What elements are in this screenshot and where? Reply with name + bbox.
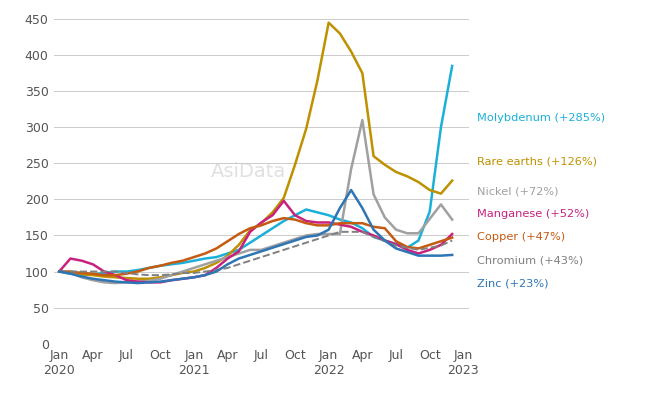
Text: Molybdenum (+285%): Molybdenum (+285%) [477, 113, 606, 123]
Text: Chromium (+43%): Chromium (+43%) [477, 256, 584, 266]
Text: Rare earths (+126%): Rare earths (+126%) [477, 156, 598, 166]
Text: Manganese (+52%): Manganese (+52%) [477, 209, 590, 219]
Text: Nickel (+72%): Nickel (+72%) [477, 186, 559, 196]
Text: Zinc (+23%): Zinc (+23%) [477, 279, 549, 289]
Text: AsiData: AsiData [211, 162, 287, 181]
Text: Copper (+47%): Copper (+47%) [477, 233, 565, 243]
